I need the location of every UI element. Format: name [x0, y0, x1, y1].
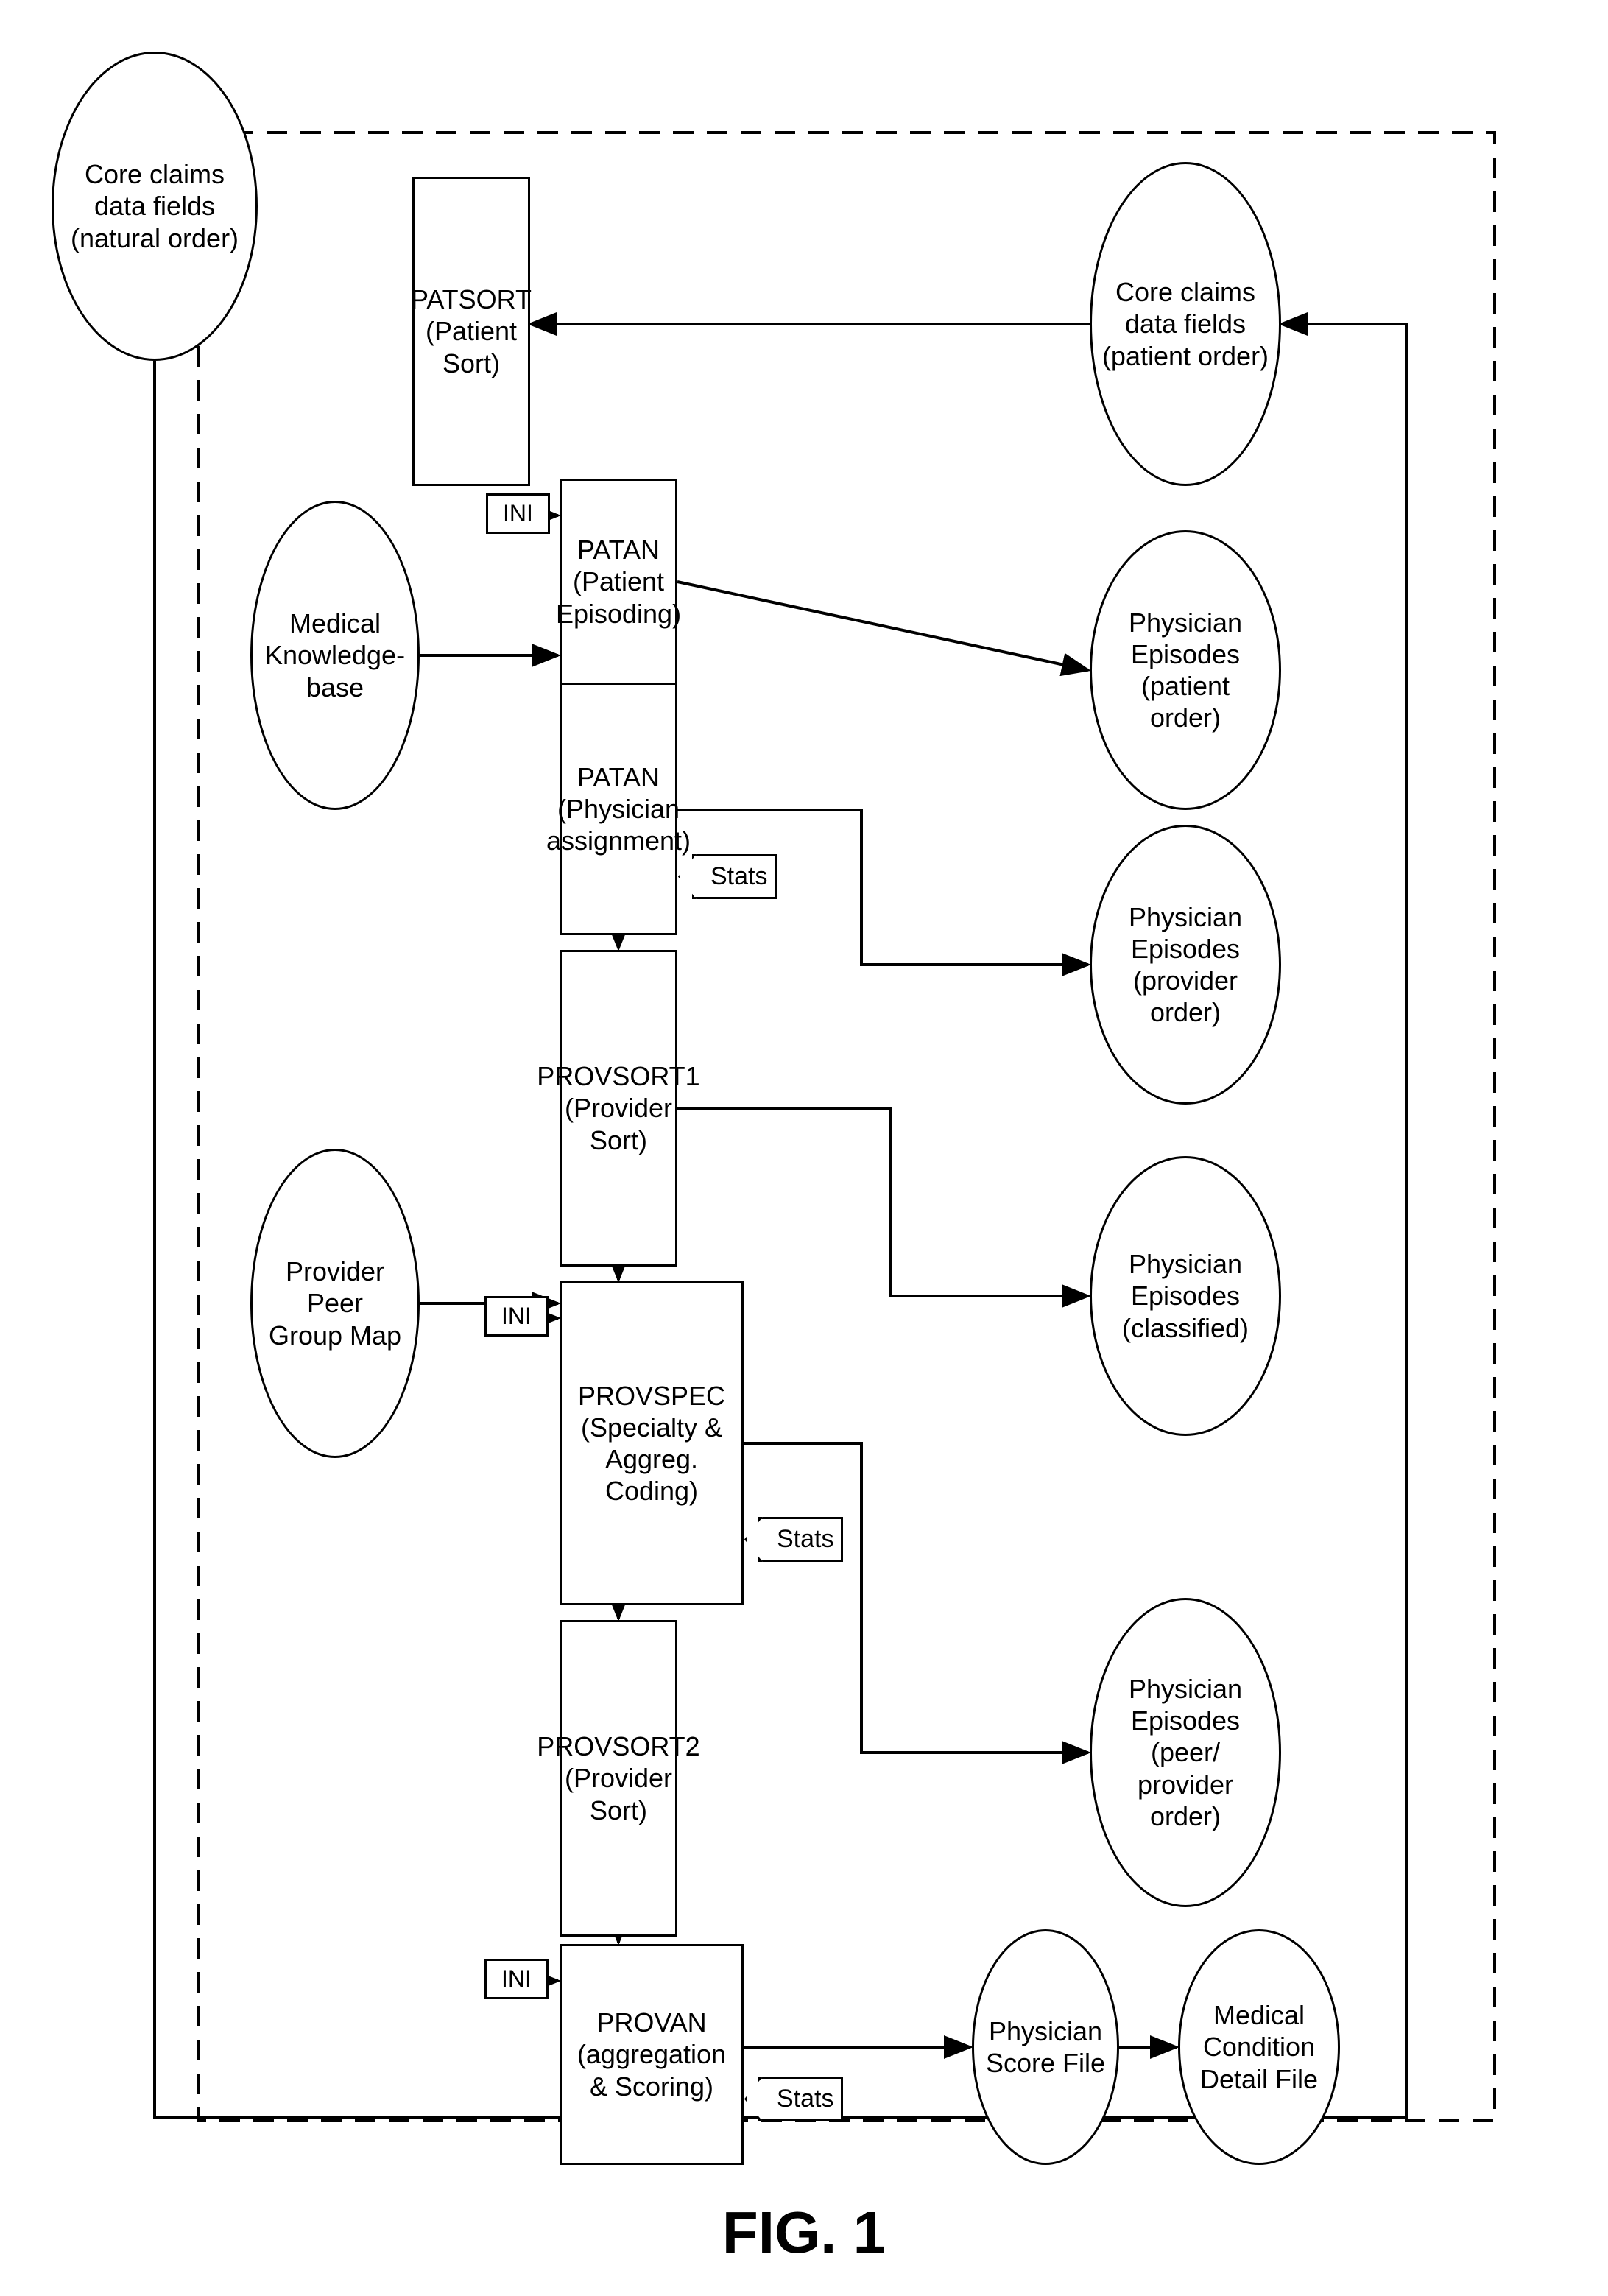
- node-medical-condition-detail: MedicalConditionDetail File: [1178, 1929, 1340, 2165]
- node-provsort1: PROVSORT1(Provider Sort): [560, 950, 677, 1267]
- figure-caption-row: FIG. 1: [29, 2199, 1579, 2267]
- node-label: PhysicianEpisodes(peer/providerorder): [1129, 1673, 1242, 1832]
- node-label: MedicalConditionDetail File: [1200, 1999, 1318, 2095]
- stats-tag-3: Stats: [758, 2077, 843, 2121]
- node-provspec: PROVSPEC(Specialty &Aggreg. Coding): [560, 1281, 744, 1605]
- node-label: Core claimsdata fields(patient order): [1102, 276, 1269, 372]
- edge-provspec-to-physep-peer: [744, 1443, 1088, 1753]
- node-label: PATAN(Physicianassignment): [546, 761, 691, 857]
- diagram-canvas: Core claimsdata fields(natural order) PA…: [29, 29, 1579, 2169]
- node-physician-episodes-provider: PhysicianEpisodes(providerorder): [1090, 825, 1281, 1105]
- stats-label: Stats: [777, 1525, 833, 1553]
- node-provan: PROVAN(aggregation& Scoring): [560, 1944, 744, 2165]
- ini-tag-2: INI: [484, 1296, 549, 1337]
- stats-tag-1: Stats: [692, 854, 777, 899]
- node-core-claims-natural: Core claimsdata fields(natural order): [52, 52, 258, 361]
- node-label: PROVSORT1(Provider Sort): [537, 1060, 699, 1156]
- system-boundary: [199, 133, 1495, 2121]
- node-label: PROVAN(aggregation& Scoring): [577, 2007, 726, 2102]
- node-label: PATAN(PatientEpisoding): [556, 534, 681, 630]
- ini-label: INI: [501, 1965, 532, 1992]
- node-label: Provider PeerGroup Map: [258, 1256, 412, 1351]
- node-core-claims-patient: Core claimsdata fields(patient order): [1090, 162, 1281, 486]
- stats-tag-2: Stats: [758, 1517, 843, 1562]
- node-patsort: PATSORT(Patient Sort): [412, 177, 530, 486]
- node-physician-episodes-peer: PhysicianEpisodes(peer/providerorder): [1090, 1598, 1281, 1907]
- ini-tag-1: INI: [486, 493, 550, 534]
- node-physician-score-file: PhysicianScore File: [972, 1929, 1119, 2165]
- connector-layer: [29, 29, 1579, 2169]
- node-label: PhysicianEpisodes(providerorder): [1129, 901, 1242, 1029]
- node-patan-episoding: PATAN(PatientEpisoding): [560, 479, 677, 685]
- node-provsort2: PROVSORT2(Provider Sort): [560, 1620, 677, 1937]
- node-label: PATSORT(Patient Sort): [411, 284, 532, 379]
- edge-patan-to-physep-patient: [677, 582, 1088, 670]
- ini-label: INI: [503, 500, 533, 527]
- edge-provsort1-to-physep-classified: [677, 1108, 1088, 1296]
- stats-label: Stats: [777, 2085, 833, 2113]
- ini-tag-3: INI: [484, 1959, 549, 1999]
- node-label: PROVSORT2(Provider Sort): [537, 1730, 699, 1826]
- node-medical-knowledgebase: MedicalKnowledge-base: [250, 501, 420, 810]
- node-physician-episodes-classified: PhysicianEpisodes(classified): [1090, 1156, 1281, 1436]
- node-label: PhysicianEpisodes(classified): [1122, 1248, 1249, 1344]
- figure-caption-text: FIG. 1: [722, 2200, 886, 2265]
- node-label: PhysicianEpisodes(patientorder): [1129, 607, 1242, 734]
- ini-label: INI: [501, 1303, 532, 1329]
- node-label: PhysicianScore File: [986, 2015, 1105, 2079]
- node-label: PROVSPEC(Specialty &Aggreg. Coding): [568, 1380, 736, 1507]
- node-label: MedicalKnowledge-base: [265, 608, 405, 703]
- stats-label: Stats: [710, 862, 767, 890]
- node-provider-peer-map: Provider PeerGroup Map: [250, 1149, 420, 1458]
- node-physician-episodes-patient: PhysicianEpisodes(patientorder): [1090, 530, 1281, 810]
- node-patan-assignment: PATAN(Physicianassignment): [560, 685, 677, 935]
- node-label: Core claimsdata fields(natural order): [71, 158, 239, 254]
